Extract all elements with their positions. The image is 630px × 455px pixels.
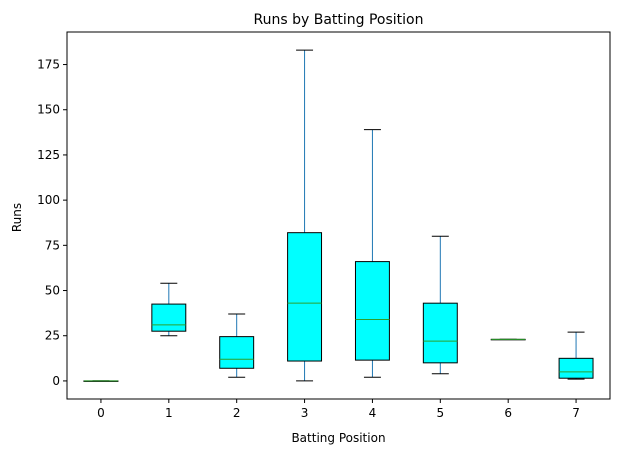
box [354,261,390,361]
y-tick-label: 50 [45,284,60,298]
plot-frame [66,31,611,400]
y-tick-label: 175 [37,58,60,72]
box-group-1 [151,282,187,337]
box [151,303,187,332]
y-axis: 0 25 50 75 100 125 150 175 [37,58,67,388]
box-group-2 [219,313,255,378]
box [219,336,255,369]
box [558,357,594,379]
y-axis-label: Runs [10,203,24,232]
y-tick-label: 150 [37,103,60,117]
box-group-3 [287,49,323,382]
plot-marks [83,49,594,382]
x-tick-label: 4 [369,406,377,420]
x-tick-label: 0 [97,406,105,420]
x-axis-label: Batting Position [291,431,385,445]
x-tick-label: 5 [436,406,444,420]
x-tick-label: 1 [165,406,173,420]
box-group-5 [422,235,458,375]
x-tick-label: 6 [504,406,512,420]
box [422,302,458,364]
box-group-7 [558,331,594,380]
box-group-6 [490,338,526,341]
y-tick-label: 125 [37,148,60,162]
x-tick-label: 3 [301,406,309,420]
box-group-4 [354,129,390,378]
x-axis: 0 1 2 3 4 5 6 7 [97,399,580,420]
y-tick-label: 0 [52,374,60,388]
y-tick-label: 100 [37,193,60,207]
y-tick-label: 75 [45,238,60,252]
x-tick-label: 2 [233,406,241,420]
box [287,232,323,362]
y-tick-label: 25 [45,329,60,343]
box-group-0 [83,380,119,382]
chart-title: Runs by Batting Position [254,12,424,28]
x-tick-label: 7 [572,406,580,420]
